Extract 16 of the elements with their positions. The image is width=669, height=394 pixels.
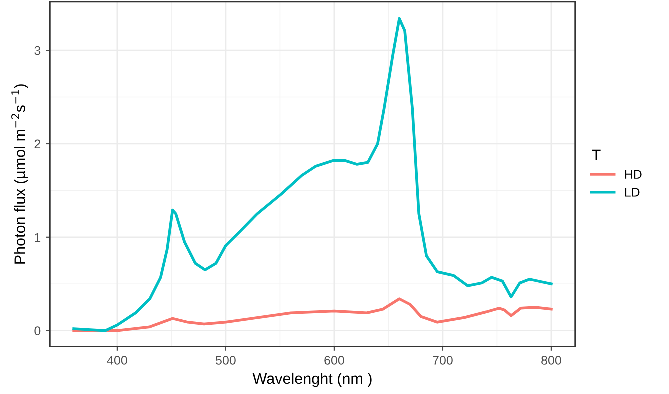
y-tick-label: 1 [35,233,41,242]
line-series [72,298,553,332]
y-tick-label: 3 [34,46,41,56]
legend-label: HD [625,170,642,179]
x-tick-label: 700 [433,356,453,365]
x-axis-title: Wavelenght (nm ) [252,372,372,388]
y-tick-label: 0 [34,326,41,336]
x-tick-label: 500 [216,356,236,365]
x-tick-label: 400 [107,356,128,365]
line-series [72,17,553,332]
x-tick-label: 800 [542,356,562,365]
x-tick-label: 600 [324,356,344,365]
y-axis-title: Photon flux (µmol m$^{−2}$s$^{−1}$) [12,84,28,264]
y-tick-label: 2 [34,140,41,149]
legend-title: T [592,150,601,160]
legend-label: LD [625,188,640,197]
